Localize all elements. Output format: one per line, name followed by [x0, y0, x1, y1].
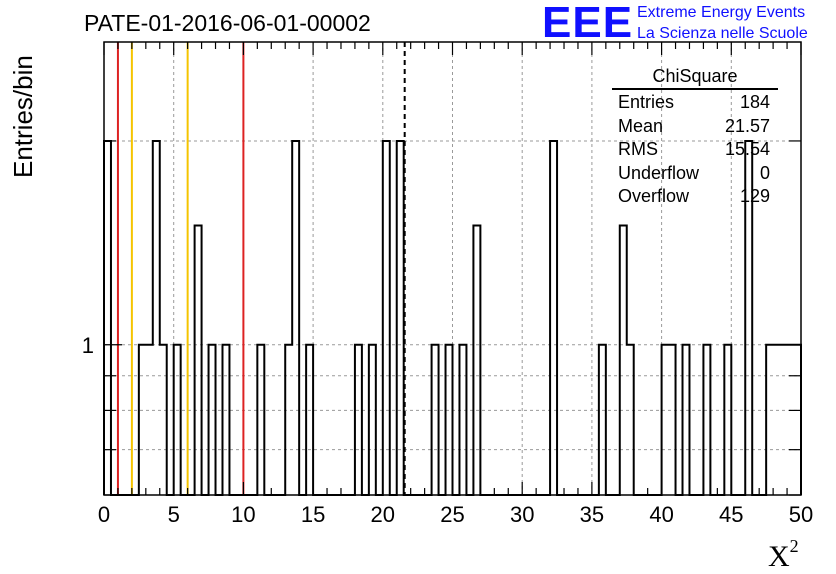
stats-title: ChiSquare: [612, 66, 778, 90]
stats-value: 15.54: [724, 139, 770, 159]
axis-ticks: [103, 42, 802, 496]
histogram-bin: [139, 345, 146, 495]
y-tick-label: 1: [82, 333, 94, 358]
stats-row: Mean 21.57: [612, 116, 778, 140]
stats-label: Mean: [618, 115, 664, 136]
histogram-bin: [599, 345, 606, 495]
histogram-bin: [550, 141, 557, 495]
histogram-bin: [446, 345, 453, 495]
histogram-bin: [104, 141, 111, 495]
histogram-bin: [146, 345, 153, 495]
logo-line-2: La Scienza nelle Scuole: [637, 25, 808, 42]
histogram-bin: [397, 141, 404, 495]
stats-label: Overflow: [618, 186, 690, 206]
stats-value: 129: [739, 186, 770, 206]
histogram-bin: [160, 345, 167, 495]
x-tick-label: 45: [719, 502, 743, 527]
histogram-bin: [292, 141, 299, 495]
histogram-bin: [306, 345, 313, 495]
histogram-bin: [773, 345, 780, 495]
histogram-bin: [627, 345, 634, 495]
histogram-bin: [473, 226, 480, 495]
chart-title: PATE-01-2016-06-01-00002: [84, 10, 371, 36]
histogram-bin: [766, 345, 773, 495]
histogram-bin: [683, 345, 690, 495]
histogram-bin: [669, 345, 676, 495]
stats-label: Entries: [618, 92, 675, 112]
histogram-bin: [285, 345, 292, 495]
histogram-bin: [787, 345, 794, 495]
x-tick-label: 10: [231, 502, 255, 527]
histogram-bin: [383, 141, 390, 495]
stats-value: 21.57: [724, 115, 770, 136]
x-tick-label: 15: [301, 502, 325, 527]
stats-box: ChiSquare Entries 184 Mean 21.57 RMS 15.…: [612, 66, 778, 210]
histogram-bin: [222, 345, 229, 495]
histogram-bin: [780, 345, 787, 495]
stats-row: Underflow 0: [612, 163, 778, 187]
x-tick-label: 35: [580, 502, 604, 527]
stats-label: RMS: [618, 139, 658, 159]
x-axis-label: X2: [768, 536, 799, 573]
eee-logo-mark: EEE: [542, 0, 634, 47]
stats-label: Underflow: [618, 162, 700, 183]
x-tick-label: 40: [649, 502, 673, 527]
logo-line-1: Extreme Energy Events: [637, 4, 806, 21]
x-tick-label: 25: [440, 502, 464, 527]
histogram-bin: [195, 226, 202, 495]
stats-value: 184: [739, 92, 770, 112]
stats-value: 0: [759, 162, 770, 183]
axis-tick-labels: 0 5 10 15 20 25 30 35 40 45 50 1: [82, 333, 813, 527]
histogram-bin: [794, 345, 801, 495]
stats-row: Entries 184: [612, 92, 778, 116]
histogram-outline: [103, 139, 802, 496]
histogram-bin: [257, 345, 264, 495]
x-tick-label: 0: [98, 502, 110, 527]
histogram-bin: [355, 345, 362, 495]
eee-logo: EEE Extreme Energy Events La Scienza nel…: [542, 0, 832, 48]
histogram-bin: [209, 345, 216, 495]
x-tick-label: 50: [789, 502, 813, 527]
histogram-bin: [174, 345, 181, 495]
x-tick-label: 5: [168, 502, 180, 527]
histogram-bin: [703, 345, 710, 495]
histogram-bin: [662, 345, 669, 495]
histogram-bin: [153, 141, 160, 495]
stats-row: Overflow 129: [612, 186, 778, 210]
histogram-bins: [103, 139, 802, 496]
histogram-bin: [620, 226, 627, 495]
histogram-bin: [369, 345, 376, 495]
x-tick-label: 30: [510, 502, 534, 527]
marker-lines: [116, 42, 406, 495]
histogram-bin: [724, 345, 731, 495]
x-tick-label: 20: [371, 502, 395, 527]
histogram-bin: [432, 345, 439, 495]
histogram-bin: [459, 345, 466, 495]
stats-row: RMS 15.54: [612, 139, 778, 163]
